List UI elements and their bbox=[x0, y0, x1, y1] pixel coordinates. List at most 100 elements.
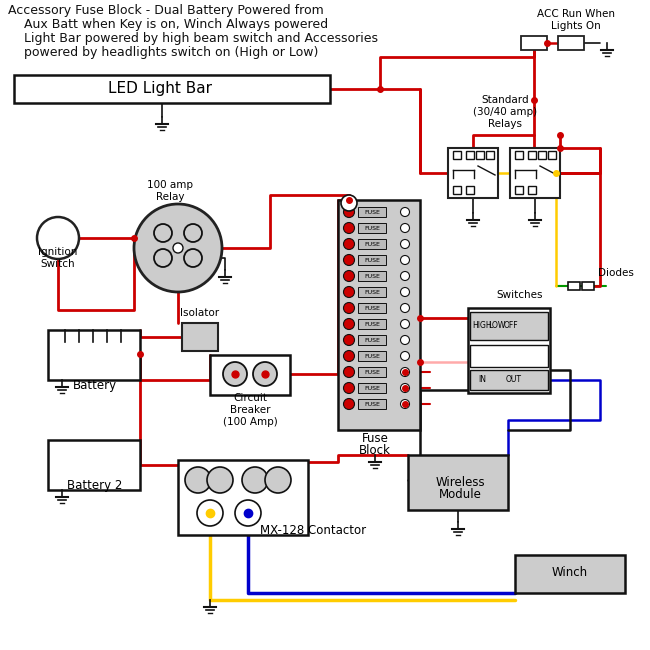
Bar bbox=[358, 303, 386, 313]
Circle shape bbox=[400, 352, 410, 361]
Circle shape bbox=[400, 335, 410, 345]
Bar bbox=[178, 460, 308, 535]
Circle shape bbox=[197, 500, 223, 526]
Text: Relay: Relay bbox=[156, 192, 184, 202]
Circle shape bbox=[173, 243, 183, 253]
Circle shape bbox=[223, 362, 247, 386]
Bar bbox=[521, 36, 547, 50]
Text: Isolator: Isolator bbox=[181, 308, 220, 318]
Text: MX-128 Contactor: MX-128 Contactor bbox=[260, 523, 366, 536]
Bar bbox=[470, 312, 548, 340]
Text: Fuse: Fuse bbox=[361, 432, 389, 445]
Bar bbox=[358, 335, 386, 345]
Text: Switch: Switch bbox=[41, 259, 75, 269]
Text: (100 Amp): (100 Amp) bbox=[222, 417, 278, 427]
Text: 100 amp: 100 amp bbox=[147, 180, 193, 190]
Text: Module: Module bbox=[439, 489, 482, 502]
Circle shape bbox=[343, 255, 354, 265]
Bar bbox=[358, 351, 386, 361]
Circle shape bbox=[400, 304, 410, 313]
Circle shape bbox=[242, 467, 268, 493]
Text: Lights On: Lights On bbox=[551, 21, 601, 31]
Text: powered by headlights switch on (High or Low): powered by headlights switch on (High or… bbox=[8, 46, 318, 59]
Circle shape bbox=[400, 207, 410, 216]
Bar bbox=[358, 207, 386, 217]
Circle shape bbox=[341, 195, 357, 211]
Bar bbox=[515, 151, 523, 159]
Bar bbox=[210, 355, 290, 395]
Bar bbox=[528, 186, 536, 194]
Circle shape bbox=[343, 302, 354, 313]
Circle shape bbox=[400, 287, 410, 296]
Bar bbox=[358, 255, 386, 265]
Circle shape bbox=[400, 367, 410, 376]
Circle shape bbox=[343, 239, 354, 250]
Bar bbox=[48, 440, 140, 490]
Text: Battery: Battery bbox=[73, 378, 117, 391]
Bar bbox=[538, 151, 546, 159]
Circle shape bbox=[265, 467, 291, 493]
Circle shape bbox=[400, 255, 410, 265]
Bar bbox=[358, 239, 386, 249]
Circle shape bbox=[343, 287, 354, 298]
Circle shape bbox=[400, 320, 410, 328]
Bar bbox=[14, 75, 330, 103]
Text: Aux Batt when Key is on, Winch Always powered: Aux Batt when Key is on, Winch Always po… bbox=[8, 18, 328, 31]
Bar bbox=[448, 148, 498, 198]
Bar bbox=[476, 151, 484, 159]
Bar bbox=[568, 282, 580, 290]
Text: FUSE: FUSE bbox=[364, 226, 380, 231]
Bar bbox=[358, 287, 386, 297]
Circle shape bbox=[343, 398, 354, 410]
Text: FUSE: FUSE bbox=[364, 385, 380, 391]
Circle shape bbox=[343, 318, 354, 330]
Text: FUSE: FUSE bbox=[364, 274, 380, 278]
Text: FUSE: FUSE bbox=[364, 257, 380, 263]
Circle shape bbox=[134, 204, 222, 292]
Text: FUSE: FUSE bbox=[364, 402, 380, 406]
Bar bbox=[466, 186, 474, 194]
Circle shape bbox=[253, 362, 277, 386]
Bar bbox=[486, 151, 494, 159]
Text: Circuit: Circuit bbox=[233, 393, 267, 403]
Circle shape bbox=[343, 270, 354, 281]
Bar bbox=[453, 151, 461, 159]
Bar bbox=[510, 148, 560, 198]
Bar bbox=[470, 370, 548, 390]
Text: FUSE: FUSE bbox=[364, 337, 380, 343]
Text: Accessory Fuse Block - Dual Battery Powered from: Accessory Fuse Block - Dual Battery Powe… bbox=[8, 4, 324, 17]
Text: FUSE: FUSE bbox=[364, 322, 380, 326]
Bar bbox=[358, 319, 386, 329]
Text: Wireless: Wireless bbox=[436, 476, 485, 489]
Text: Ignition: Ignition bbox=[38, 247, 78, 257]
Text: Breaker: Breaker bbox=[229, 405, 270, 415]
Bar bbox=[358, 367, 386, 377]
Bar bbox=[453, 186, 461, 194]
Circle shape bbox=[400, 272, 410, 281]
Text: ACC Run When: ACC Run When bbox=[537, 9, 615, 19]
Bar bbox=[548, 151, 556, 159]
Bar bbox=[358, 399, 386, 409]
Text: Block: Block bbox=[359, 443, 391, 456]
Bar bbox=[358, 271, 386, 281]
Circle shape bbox=[207, 467, 233, 493]
Circle shape bbox=[154, 249, 172, 267]
Circle shape bbox=[185, 467, 211, 493]
Bar bbox=[48, 330, 140, 380]
Text: FUSE: FUSE bbox=[364, 306, 380, 311]
Text: Light Bar powered by high beam switch and Accessories: Light Bar powered by high beam switch an… bbox=[8, 32, 378, 45]
Circle shape bbox=[184, 249, 202, 267]
Circle shape bbox=[343, 222, 354, 233]
Text: Relays: Relays bbox=[488, 119, 522, 129]
Circle shape bbox=[343, 207, 354, 218]
Text: LOW: LOW bbox=[488, 322, 506, 330]
Text: OUT: OUT bbox=[506, 376, 522, 385]
Bar bbox=[515, 555, 625, 593]
Circle shape bbox=[154, 224, 172, 242]
Text: Diodes: Diodes bbox=[598, 268, 634, 278]
Text: FUSE: FUSE bbox=[364, 369, 380, 374]
Text: OFF: OFF bbox=[504, 322, 518, 330]
Text: Standard: Standard bbox=[481, 95, 529, 105]
Text: Switches: Switches bbox=[496, 290, 543, 300]
Text: HIGH: HIGH bbox=[472, 322, 492, 330]
